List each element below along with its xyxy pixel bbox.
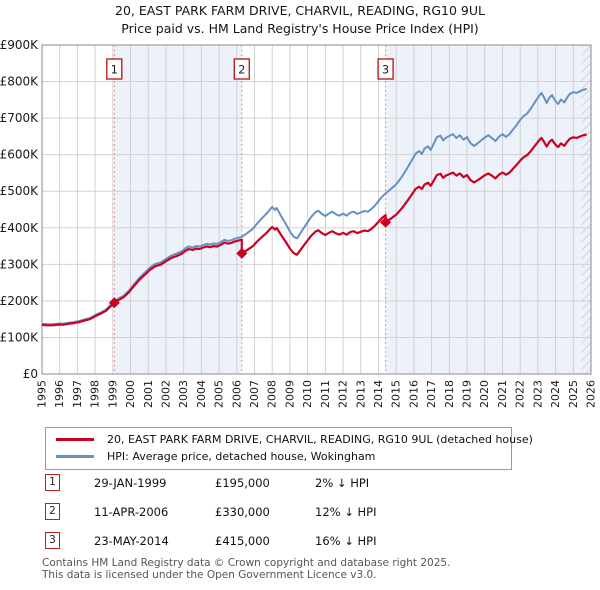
- x-axis-label: 2002: [160, 380, 173, 408]
- hpi-line: [41, 87, 587, 326]
- sale-table-row: 3 23-MAY-2014 £415,000 16% ↓ HPI: [42, 532, 562, 552]
- x-axis-label: 2000: [124, 380, 137, 408]
- x-axis-label: 2019: [461, 380, 474, 408]
- sale-price: £415,000: [215, 534, 270, 548]
- ownership-band: [114, 45, 242, 374]
- marker-label-box: [377, 58, 394, 80]
- y-axis-label: £200K: [0, 294, 39, 308]
- plot-border: [41, 44, 592, 375]
- sale-date: 23-MAY-2014: [94, 534, 169, 548]
- y-axis-label: £700K: [0, 111, 39, 125]
- sale-number-badge: 2: [45, 503, 60, 520]
- x-axis-label: 2015: [390, 380, 403, 408]
- sale-marker: [380, 216, 392, 228]
- legend-box: 20, EAST PARK FARM DRIVE, CHARVIL, READI…: [45, 427, 533, 470]
- x-axis-label: 2018: [443, 380, 456, 408]
- y-axis-label: £0: [23, 367, 38, 381]
- legend-item: 20, EAST PARK FARM DRIVE, CHARVIL, READI…: [46, 431, 533, 448]
- x-axis-label: 2007: [248, 380, 261, 408]
- x-axis-label: 2003: [177, 380, 190, 408]
- x-axis-label: 1995: [36, 380, 49, 408]
- ownership-band: [385, 45, 591, 374]
- x-axis-label: 2023: [531, 380, 544, 408]
- sale-price: £330,000: [215, 505, 270, 519]
- marker-label: 2: [238, 63, 245, 77]
- sale-price: £195,000: [215, 476, 270, 490]
- x-axis-label: 1996: [53, 380, 66, 408]
- sale-date: 11-APR-2006: [94, 505, 169, 519]
- sale-pct-vs-hpi: 12% ↓ HPI: [315, 505, 377, 519]
- x-axis-label: 2021: [496, 380, 509, 408]
- footer-line2: This data is licensed under the Open Gov…: [42, 569, 377, 581]
- sale-pct-vs-hpi: 2% ↓ HPI: [315, 476, 370, 490]
- x-axis-label: 2024: [549, 380, 562, 408]
- sale-number-badge: 3: [45, 532, 60, 549]
- x-axis-label: 2013: [354, 380, 367, 408]
- y-axis-label: £400K: [0, 221, 39, 235]
- x-axis-label: 2012: [337, 380, 350, 408]
- y-axis-label: £600K: [0, 148, 39, 162]
- x-axis-label: 2010: [301, 380, 314, 408]
- sale-marker: [108, 297, 120, 309]
- x-axis-label: 2005: [213, 380, 226, 408]
- price-chart: 1 2 3 £0 £100K £200K £300K £400K £500K £600K £700K…: [0, 38, 598, 408]
- x-axis-label: 1999: [106, 380, 119, 408]
- price-paid-line: [41, 133, 587, 327]
- x-axis-label: 1998: [89, 380, 102, 408]
- y-axis-label: £900K: [0, 38, 39, 52]
- marker-label: 3: [382, 63, 389, 77]
- x-axis-label: 2004: [195, 380, 208, 408]
- sale-table-row: 1 29-JAN-1999 £195,000 2% ↓ HPI: [42, 474, 562, 494]
- sale-number-badge: 1: [45, 474, 60, 491]
- x-axis-label: 2009: [283, 380, 296, 408]
- y-axis-label: £500K: [0, 184, 39, 198]
- sale-date: 29-JAN-1999: [94, 476, 167, 490]
- legend-line-swatch: [56, 455, 94, 458]
- x-axis-label: 2011: [319, 380, 332, 408]
- marker-label-box: [233, 58, 251, 80]
- x-axis-label: 2016: [407, 380, 420, 408]
- legend-item: HPI: Average price, detached house, Woki…: [46, 448, 511, 465]
- x-axis-label: 2022: [514, 380, 527, 408]
- x-axis-label: 2008: [266, 380, 279, 408]
- legend-label: HPI: Average price, detached house, Woki…: [107, 450, 376, 463]
- marker-label: 1: [111, 63, 118, 77]
- sale-pct-vs-hpi: 16% ↓ HPI: [315, 534, 377, 548]
- marker-label-box: [106, 58, 123, 80]
- x-axis-label: 1997: [71, 380, 84, 408]
- x-axis-label: 2017: [425, 380, 438, 408]
- legend-line-swatch: [56, 438, 94, 441]
- x-axis-label: 2006: [230, 380, 243, 408]
- y-axis-label: £800K: [0, 75, 39, 89]
- future-hatch: [581, 45, 591, 374]
- x-axis-label: 2020: [478, 380, 491, 408]
- x-axis-label: 2001: [142, 380, 155, 408]
- x-axis-label: 2014: [372, 380, 385, 408]
- legend-label: 20, EAST PARK FARM DRIVE, CHARVIL, READI…: [107, 433, 533, 446]
- x-axis-label: 2025: [567, 380, 580, 408]
- footer-line1: Contains HM Land Registry data © Crown c…: [42, 557, 451, 569]
- sale-table-row: 2 11-APR-2006 £330,000 12% ↓ HPI: [42, 503, 562, 523]
- sale-marker: [236, 247, 248, 259]
- y-axis-label: £100K: [0, 330, 39, 344]
- chart-title-line2: Price paid vs. HM Land Registry's House …: [121, 21, 479, 36]
- x-axis-label: 2026: [585, 380, 598, 408]
- y-axis-label: £300K: [0, 257, 39, 271]
- chart-title-line1: 20, EAST PARK FARM DRIVE, CHARVIL, READI…: [115, 3, 485, 18]
